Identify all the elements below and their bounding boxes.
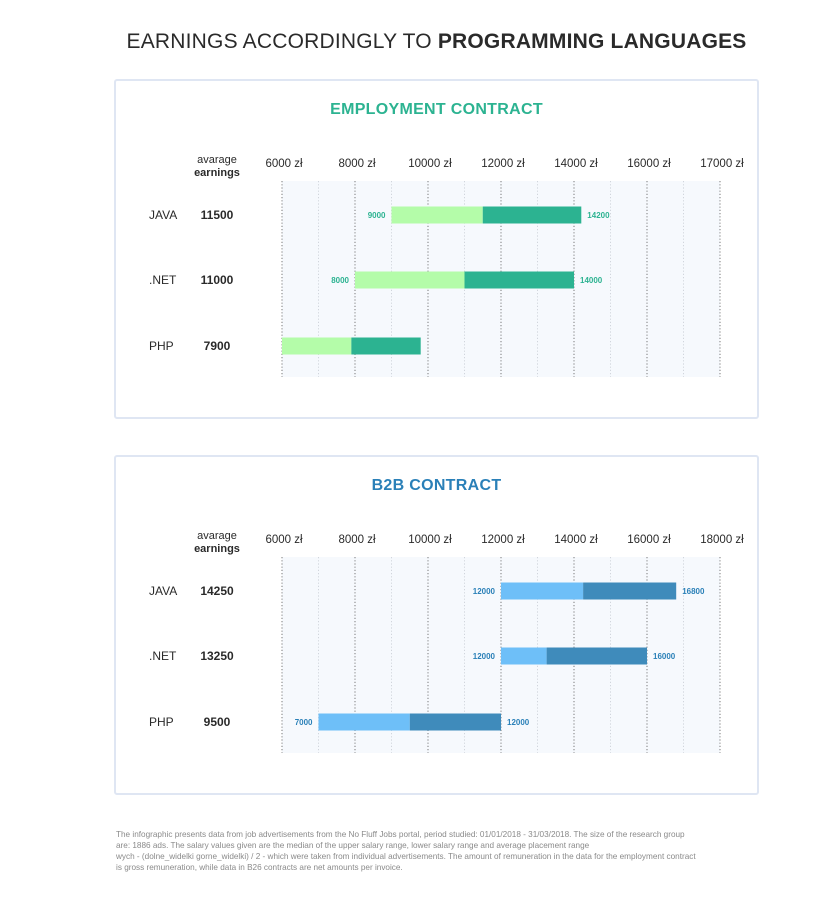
language-label: .NET [149,273,177,287]
average-value: 13250 [200,649,234,663]
bar-lower-range [282,337,352,355]
x-tick-label: 12000 zł [481,158,525,170]
b2b-contract-chart: 6000 zł 8000 zł 10000 zł 12000 zł 14000 zł 16… [149,530,744,753]
max-data-label: 12000 [507,718,530,727]
min-data-label: 9000 [368,211,386,220]
language-label: PHP [149,339,174,353]
bar-lower-range [318,713,410,731]
language-label: .NET [149,649,177,663]
bar-lower-range [501,647,547,665]
bar-upper-range [583,582,677,600]
language-label: PHP [149,715,174,729]
min-data-label: 7000 [295,718,313,727]
card-title: B2B CONTRACT [371,477,502,494]
x-tick-label: 12000 zł [481,534,525,546]
footnote-line: are: 1886 ads. The salary values given a… [116,841,590,850]
average-value: 14250 [200,584,234,598]
bar-upper-range [546,647,647,665]
x-tick-label: 14000 zł [554,158,598,170]
x-tick-label: 10000 zł [408,534,452,546]
average-value: 7900 [204,339,231,353]
average-value: 11500 [201,208,234,222]
employment-contract-chart: 6000 zł 8000 zł 10000 zł 12000 zł 14000 zł 16… [149,154,744,377]
footnote: The infographic presents data from job a… [116,829,761,873]
x-tick-label: 16000 zł [627,534,671,546]
max-data-label: 14200 [587,211,610,220]
bar-lower-range [501,582,584,600]
avg-label: avarage [197,530,237,542]
min-data-label: 12000 [473,652,496,661]
bar-upper-range [409,713,501,731]
avg-label: earnings [194,167,240,179]
x-tick-label: 17000 zł [700,158,744,170]
x-tick-label: 6000 zł [265,534,303,546]
max-data-label: 16800 [682,587,705,596]
bar-upper-range [482,206,582,224]
x-tick-label: 6000 zł [265,158,303,170]
language-label: JAVA [149,208,177,222]
avg-label: earnings [194,543,240,555]
bar-lower-range [391,206,483,224]
x-tick-label: 8000 zł [338,534,376,546]
min-data-label: 12000 [473,587,496,596]
x-tick-label: 10000 zł [408,158,452,170]
card-title: EMPLOYMENT CONTRACT [330,101,543,118]
main-title-light: EARNINGS ACCORDINGLY TO [126,30,438,53]
bar-upper-range [464,271,574,289]
x-tick-label: 16000 zł [627,158,671,170]
average-value: 9500 [204,715,231,729]
min-data-label: 8000 [331,276,349,285]
x-tick-label: 8000 zł [338,158,376,170]
max-data-label: 14000 [580,276,603,285]
max-data-label: 16000 [653,652,676,661]
footnote-line: wych - (dolne_widelki gorne_widelki) / 2… [116,852,696,861]
bar-upper-range [351,337,421,355]
footnote-line: The infographic presents data from job a… [116,830,685,839]
x-tick-label: 18000 zł [700,534,744,546]
x-tick-label: 14000 zł [554,534,598,546]
main-title: EARNINGS ACCORDINGLY TO PROGRAMMING LANG… [0,30,837,54]
average-value: 11000 [201,273,234,287]
footnote-line: is gross remuneration, while data in B26… [116,863,403,872]
bar-lower-range [355,271,465,289]
employment-contract-card: EMPLOYMENT CONTRACT 6000 zł 8000 zł 10000 … [114,79,759,419]
language-label: JAVA [149,584,177,598]
main-title-bold: PROGRAMMING LANGUAGES [437,30,747,53]
avg-label: avarage [197,154,237,166]
b2b-contract-card: B2B CONTRACT 6000 zł 8000 zł 10000 zł 12000… [114,455,759,795]
